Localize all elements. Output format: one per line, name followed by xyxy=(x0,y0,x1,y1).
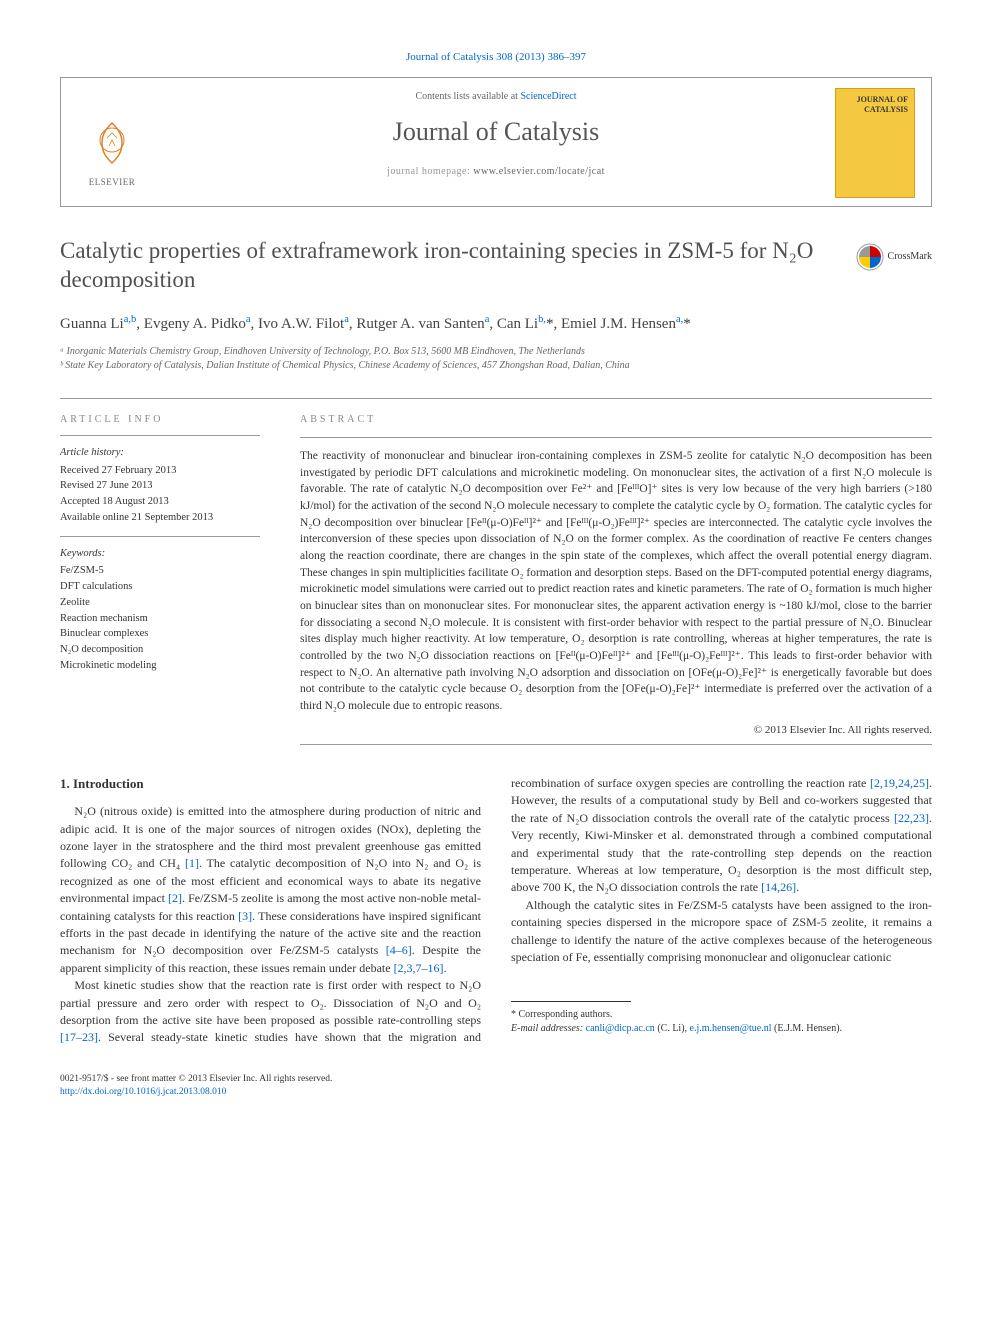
journal-cover-thumbnail: JOURNAL OF CATALYSIS xyxy=(835,88,915,198)
keyword: Zeolite xyxy=(60,595,260,611)
affiliation-a: ᵃ Inorganic Materials Chemistry Group, E… xyxy=(60,345,932,359)
homepage-url[interactable]: www.elsevier.com/locate/jcat xyxy=(473,166,605,177)
copyright-line: © 2013 Elsevier Inc. All rights reserved… xyxy=(300,723,932,738)
email-link-1[interactable]: canli@dicp.ac.cn xyxy=(586,1023,655,1034)
keyword: Microkinetic modeling xyxy=(60,658,260,674)
keyword: DFT calculations xyxy=(60,579,260,595)
keyword: N₂O decomposition xyxy=(60,642,260,658)
front-matter-line: 0021-9517/$ - see front matter © 2013 El… xyxy=(60,1073,932,1086)
sciencedirect-link[interactable]: ScienceDirect xyxy=(520,91,576,102)
journal-header-box: ELSEVIER JOURNAL OF CATALYSIS Contents l… xyxy=(60,77,932,207)
authors-list: Guanna Lia,b, Evgeny A. Pidkoa, Ivo A.W.… xyxy=(60,313,932,335)
abstract-heading: ABSTRACT xyxy=(300,413,932,427)
revised-date: Revised 27 June 2013 xyxy=(60,478,260,494)
history-label: Article history: xyxy=(60,446,260,461)
email-link-2[interactable]: e.j.m.hensen@tue.nl xyxy=(690,1023,772,1034)
elsevier-logo: ELSEVIER xyxy=(77,118,147,188)
article-info-heading: ARTICLE INFO xyxy=(60,413,260,427)
elsevier-text: ELSEVIER xyxy=(77,176,147,189)
doi-link[interactable]: http://dx.doi.org/10.1016/j.jcat.2013.08… xyxy=(60,1087,226,1097)
intro-paragraph-1: N₂O (nitrous oxide) is emitted into the … xyxy=(60,803,481,977)
homepage-label: journal homepage: xyxy=(387,166,473,177)
corresponding-footer: * Corresponding authors. E-mail addresse… xyxy=(511,1001,932,1036)
bottom-bar: 0021-9517/$ - see front matter © 2013 El… xyxy=(60,1067,932,1100)
crossmark-badge[interactable]: CrossMark xyxy=(856,237,932,271)
article-info-sidebar: ARTICLE INFO Article history: Received 2… xyxy=(60,413,260,745)
body-text: 1. Introduction N₂O (nitrous oxide) is e… xyxy=(60,775,932,1047)
online-date: Available online 21 September 2013 xyxy=(60,510,260,526)
crossmark-icon xyxy=(856,243,884,271)
email-name-2: (E.J.M. Hensen). xyxy=(772,1023,843,1034)
homepage-line: journal homepage: www.elsevier.com/locat… xyxy=(177,165,815,179)
accepted-date: Accepted 18 August 2013 xyxy=(60,494,260,510)
email-label: E-mail addresses: xyxy=(511,1023,586,1034)
divider xyxy=(60,398,932,399)
keyword: Reaction mechanism xyxy=(60,611,260,627)
article-title: Catalytic properties of extraframework i… xyxy=(60,237,841,295)
corresponding-label: * Corresponding authors. xyxy=(511,1008,932,1022)
intro-paragraph-3: Although the catalytic sites in Fe/ZSM-5… xyxy=(511,897,932,967)
abstract-block: ABSTRACT The reactivity of mononuclear a… xyxy=(300,413,932,745)
journal-reference: Journal of Catalysis 308 (2013) 386–397 xyxy=(60,50,932,65)
abstract-text: The reactivity of mononuclear and binucl… xyxy=(300,448,932,715)
cover-title: JOURNAL OF CATALYSIS xyxy=(842,95,908,114)
affiliations: ᵃ Inorganic Materials Chemistry Group, E… xyxy=(60,345,932,373)
received-date: Received 27 February 2013 xyxy=(60,463,260,479)
contents-prefix: Contents lists available at xyxy=(415,91,520,102)
email-name-1: (C. Li), xyxy=(655,1023,690,1034)
journal-name: Journal of Catalysis xyxy=(177,114,815,150)
keyword: Fe/ZSM-5 xyxy=(60,563,260,579)
affiliation-b: ᵇ State Key Laboratory of Catalysis, Dal… xyxy=(60,359,932,373)
contents-available-line: Contents lists available at ScienceDirec… xyxy=(177,90,815,104)
crossmark-label: CrossMark xyxy=(888,250,932,264)
elsevier-tree-icon xyxy=(87,118,137,168)
keywords-label: Keywords: xyxy=(60,547,260,562)
keyword: Binuclear complexes xyxy=(60,626,260,642)
section-heading-intro: 1. Introduction xyxy=(60,775,481,793)
